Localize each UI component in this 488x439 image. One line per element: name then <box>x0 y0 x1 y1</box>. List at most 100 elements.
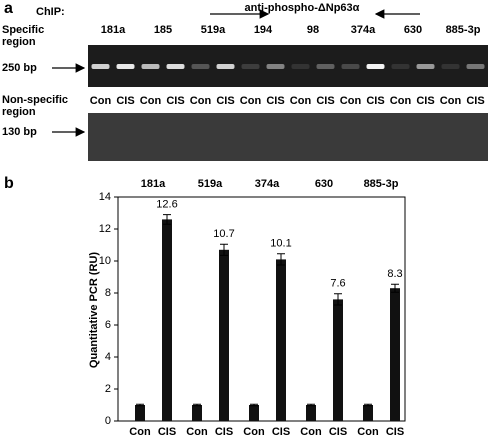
gene-label: 630 <box>404 24 422 36</box>
gel-band <box>116 64 135 69</box>
lane-label: CIS <box>466 95 484 107</box>
lane-label: CIS <box>416 95 434 107</box>
x-tick-label: Con <box>357 426 379 438</box>
lane-label: Con <box>240 95 262 107</box>
y-tick-label: 12 <box>99 223 111 235</box>
bar <box>162 219 172 421</box>
data-label: 7.6 <box>330 278 345 290</box>
chip-label: ChIP: <box>36 6 65 18</box>
error-bar <box>220 243 228 256</box>
gel-band <box>441 64 460 69</box>
y-tick-label: 4 <box>105 351 111 363</box>
y-tick-label: 6 <box>105 319 111 331</box>
lane-label: Con <box>340 95 362 107</box>
gel-band <box>241 64 260 69</box>
gene-label: 519a <box>201 24 226 36</box>
x-tick-label: Con <box>129 426 151 438</box>
gene-label: 194 <box>254 24 273 36</box>
y-tick-label: 8 <box>105 287 111 299</box>
gel-band <box>466 64 485 69</box>
gene-label: 374a <box>351 24 376 36</box>
bar <box>249 405 259 421</box>
gel-band <box>141 64 160 69</box>
data-label: 10.1 <box>270 238 291 250</box>
x-tick-label: Con <box>243 426 265 438</box>
y-tick-label: 0 <box>105 415 111 427</box>
lane-label: Con <box>290 95 312 107</box>
error-bar <box>391 283 399 293</box>
lane-label: CIS <box>216 95 234 107</box>
gel-nonspecific <box>88 113 488 161</box>
bar <box>333 299 343 421</box>
error-bar <box>250 403 258 407</box>
antibody-label: anti-phospho-ΔNp63α <box>245 2 360 14</box>
error-bar <box>307 403 315 407</box>
bar <box>306 405 316 421</box>
y-tick-label: 10 <box>99 255 111 267</box>
bar <box>219 249 229 421</box>
gene-label: 98 <box>307 24 319 36</box>
lane-label: Con <box>440 95 462 107</box>
data-label: 12.6 <box>156 199 177 211</box>
size-label: 250 bp <box>2 62 37 74</box>
data-label: 8.3 <box>387 268 402 280</box>
row-label-text: Specific <box>2 24 44 36</box>
group-label: 630 <box>315 178 333 190</box>
gel-band <box>166 64 185 69</box>
x-tick-label: Con <box>186 426 208 438</box>
gene-label: 185 <box>154 24 172 36</box>
group-label: 519a <box>198 178 223 190</box>
bar <box>135 405 145 421</box>
lane-label: CIS <box>166 95 184 107</box>
gel-band <box>291 64 310 69</box>
error-bar <box>334 293 342 306</box>
bar <box>390 288 400 421</box>
gene-label: 181a <box>101 24 126 36</box>
error-bar <box>364 403 372 407</box>
lane-label: CIS <box>366 95 384 107</box>
lane-label: Con <box>90 95 112 107</box>
error-bar <box>193 403 201 407</box>
gel-band <box>341 64 360 69</box>
group-label: 181a <box>141 178 166 190</box>
y-tick-label: 14 <box>99 191 111 203</box>
lane-label: CIS <box>316 95 334 107</box>
lane-label: CIS <box>116 95 134 107</box>
lane-label: CIS <box>266 95 284 107</box>
gel-band <box>391 64 410 69</box>
x-tick-label: CIS <box>272 426 290 438</box>
group-label: 885-3p <box>364 178 399 190</box>
error-bar <box>136 403 144 407</box>
lane-label: Con <box>140 95 162 107</box>
panel-label: b <box>4 175 14 192</box>
x-tick-label: Con <box>300 426 322 438</box>
bar <box>192 405 202 421</box>
y-axis-label: Quantitative PCR (RU) <box>88 252 100 368</box>
error-bar <box>163 214 171 225</box>
x-tick-label: CIS <box>158 426 176 438</box>
error-bar <box>277 253 285 266</box>
row-label: Specific region <box>2 24 44 48</box>
row-label: Non-specific region <box>2 94 68 118</box>
gel-band <box>216 64 235 69</box>
gene-label: 885-3p <box>446 24 481 36</box>
gel-band <box>416 64 435 69</box>
gel-band <box>191 64 210 69</box>
plot-frame <box>117 196 406 422</box>
y-tick-label: 2 <box>105 383 111 395</box>
gel-band <box>366 64 385 69</box>
bar <box>276 259 286 421</box>
panel-label: a <box>4 0 13 17</box>
size-label: 130 bp <box>2 126 37 138</box>
bar <box>363 405 373 421</box>
gel-band <box>266 64 285 69</box>
x-tick-label: CIS <box>386 426 404 438</box>
x-tick-label: CIS <box>215 426 233 438</box>
lane-label: Con <box>390 95 412 107</box>
lane-label: Con <box>190 95 212 107</box>
data-label: 10.7 <box>213 228 234 240</box>
group-label: 374a <box>255 178 280 190</box>
row-label-text: Non-specific <box>2 94 68 106</box>
gel-band <box>316 64 335 69</box>
